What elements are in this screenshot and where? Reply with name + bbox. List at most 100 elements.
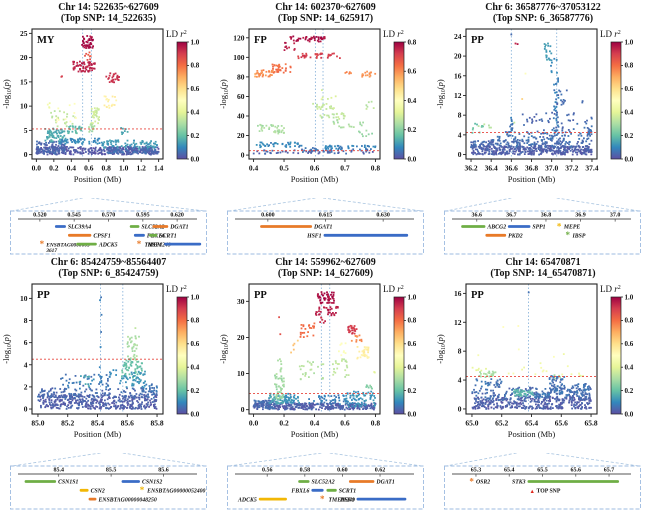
svg-text:6: 6 xyxy=(24,338,28,347)
zoom-connector xyxy=(11,198,206,212)
ld-colorbar-ticks: 1.0 0.8 0.6 0.4 0.2 0.0 xyxy=(404,293,417,418)
gene-track-genes: SLC39A4SLC52A2DGAT1CPSF1FBXL6SCRT1*ENSBT… xyxy=(40,225,202,254)
gene-track-box xyxy=(227,465,424,510)
gene-track-box xyxy=(10,465,207,510)
gene-track-box xyxy=(227,210,424,255)
svg-text:1.0: 1.0 xyxy=(119,164,129,173)
gene-track: 0.5200.5450.5700.5950.620SLC39A4SLC52A2D… xyxy=(10,198,207,255)
panel-title-line2: (Top SNP: 6_85424759) xyxy=(58,268,159,279)
ld-colorbar xyxy=(610,41,622,160)
scatter-points xyxy=(471,291,592,410)
ld-colorbar xyxy=(393,41,405,160)
gene-bar xyxy=(507,225,531,228)
x-axis-label: Position (Mb) xyxy=(74,429,122,439)
y-axis: 0 4 8 12 16 20 24 xyxy=(454,32,466,159)
svg-text:20: 20 xyxy=(454,52,462,61)
ld-colorbar-ticks: 0.8 0.6 0.4 0.2 0.0 xyxy=(404,38,417,163)
svg-text:85.6: 85.6 xyxy=(121,419,134,428)
svg-text:1.0: 1.0 xyxy=(625,38,634,46)
svg-text:36.7: 36.7 xyxy=(506,213,517,219)
svg-text:0.4: 0.4 xyxy=(249,164,259,173)
gene-label: ABCG2 xyxy=(486,225,506,231)
gene-label: CPSF1 xyxy=(93,234,110,240)
plot-frame xyxy=(248,28,381,160)
ld-colorbar-title: LD r2 xyxy=(166,284,187,294)
x-axis: 0.0 0.2 0.4 0.6 0.8 1.0 1.2 1.4 xyxy=(32,159,164,173)
panel-title: Chr 6: 36587776~37053122 (Top SNP: 6_365… xyxy=(434,0,652,24)
svg-text:1.4: 1.4 xyxy=(154,164,164,173)
svg-text:0.595: 0.595 xyxy=(136,213,150,219)
y-axis: 0 10 20 30 xyxy=(237,297,249,414)
gene-label: SCRT1 xyxy=(159,234,176,240)
gene-label: CSN1S1 xyxy=(58,480,78,486)
svg-text:0.4: 0.4 xyxy=(408,364,417,372)
gene-label: TMEM249 xyxy=(144,242,171,248)
svg-text:85.6: 85.6 xyxy=(158,468,169,474)
svg-text:85.2: 85.2 xyxy=(61,419,74,428)
panel-2: Chr 14: 602370~627609 (Top SNP: 14_62591… xyxy=(217,0,434,255)
ld-colorbar-title: LD r2 xyxy=(166,29,187,39)
gene-bar xyxy=(152,225,169,228)
svg-text:0.58: 0.58 xyxy=(300,468,311,474)
gene-star-marker: * xyxy=(557,221,562,231)
svg-text:37.2: 37.2 xyxy=(565,164,578,173)
plot-frame xyxy=(31,28,164,160)
svg-text:8: 8 xyxy=(24,316,28,325)
gene-star-marker: * xyxy=(469,476,474,486)
gene-bar xyxy=(129,225,140,228)
gene-bar xyxy=(149,233,158,237)
zoom-connector xyxy=(228,198,423,212)
svg-text:0.8: 0.8 xyxy=(102,164,112,173)
top-snp-marker: ▲ xyxy=(529,489,534,495)
svg-text:36.8: 36.8 xyxy=(525,164,538,173)
svg-text:20: 20 xyxy=(20,53,28,62)
panel-3: Chr 6: 36587776~37053122 (Top SNP: 6_365… xyxy=(434,0,652,255)
svg-text:0.8: 0.8 xyxy=(191,62,200,70)
svg-text:37.4: 37.4 xyxy=(585,164,598,173)
svg-text:24: 24 xyxy=(454,32,462,41)
panel-4: Chr 6: 85424759~85564407 (Top SNP: 6_854… xyxy=(0,255,217,511)
gene-track-axis: 65.3 65.4 65.5 65.6 65.7 xyxy=(452,468,631,477)
ld-colorbar-title: LD r2 xyxy=(383,284,404,294)
svg-text:1.0: 1.0 xyxy=(191,38,200,46)
gene-label: HSF1 xyxy=(306,234,322,240)
trait-label: FP xyxy=(254,35,267,46)
svg-text:0.8: 0.8 xyxy=(408,38,417,46)
panel-title-line2: (Top SNP: 14_522635) xyxy=(60,13,157,24)
gene-label: TOP SNP xyxy=(537,489,561,495)
plot-frame xyxy=(465,28,598,160)
svg-text:0.4: 0.4 xyxy=(191,364,200,372)
top-snp-vlines xyxy=(320,284,331,414)
svg-text:0.0: 0.0 xyxy=(32,164,42,173)
svg-text:30: 30 xyxy=(237,297,245,306)
svg-text:120: 120 xyxy=(233,33,245,42)
svg-text:0.2: 0.2 xyxy=(408,387,417,395)
svg-text:60: 60 xyxy=(237,92,245,101)
gene-label: SLC39A4 xyxy=(68,225,91,231)
ld-colorbar xyxy=(610,296,622,415)
svg-text:36.6: 36.6 xyxy=(472,213,483,219)
gene-bar xyxy=(67,233,92,237)
svg-text:0.8: 0.8 xyxy=(625,62,634,70)
svg-text:8: 8 xyxy=(458,111,462,120)
svg-text:36.9: 36.9 xyxy=(575,213,586,219)
svg-text:40: 40 xyxy=(237,111,245,120)
svg-text:0.620: 0.620 xyxy=(170,213,184,219)
gene-bar xyxy=(356,497,407,501)
gene-label: ENSBTAG00000048250 xyxy=(97,497,156,503)
gene-bar xyxy=(88,497,97,501)
svg-text:0.630: 0.630 xyxy=(376,213,390,219)
panel-title-line2: (Top SNP: 14_625917) xyxy=(277,13,374,24)
gene-bar xyxy=(258,497,287,501)
gene-track-axis: 36.6 36.7 36.8 36.9 37.0 xyxy=(452,213,631,222)
svg-text:0: 0 xyxy=(241,151,245,160)
svg-text:0.0: 0.0 xyxy=(408,410,417,418)
x-axis: 36.2 36.4 36.6 36.8 37.0 37.2 37.4 xyxy=(464,159,599,173)
svg-text:0.2: 0.2 xyxy=(191,387,200,395)
scatter-points xyxy=(252,291,377,411)
zoom-connector xyxy=(228,453,423,467)
